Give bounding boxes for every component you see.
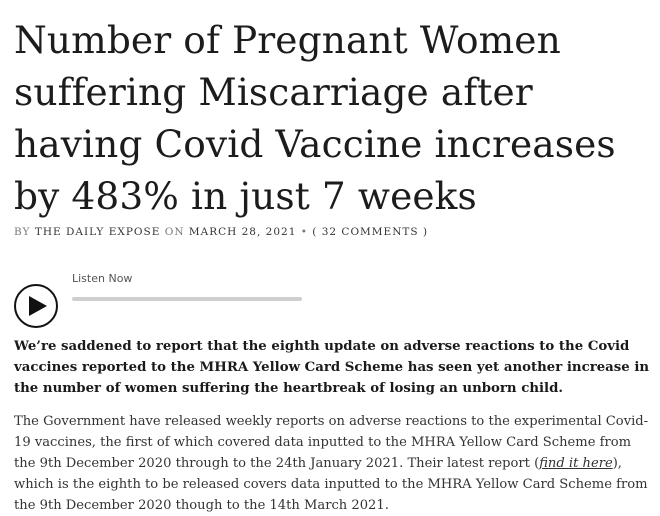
byline-by: BY [14,226,31,238]
body-text-part1: The Government have released weekly repo… [14,414,649,471]
article-title: Number of Pregnant Women suffering Misca… [14,18,616,218]
author-link[interactable]: THE DAILY EXPOSE [34,226,161,238]
lead-paragraph: We’re saddened to report that the eighth… [14,339,650,396]
listen-now-label: Listen Now [72,272,133,285]
comments-link[interactable]: ( 32 COMMENTS ) [312,226,429,238]
audio-progress-bar[interactable] [72,297,302,301]
article: Number of Pregnant Women suffering Misca… [14,14,650,516]
body-text-part2: ), which is the eighth to be released co… [14,456,648,513]
byline-on: ON [164,226,185,238]
body-paragraph: The Government have released weekly repo… [14,411,650,516]
byline: BY THE DAILY EXPOSE ON MARCH 28, 2021 • … [14,226,650,238]
publish-date: MARCH 28, 2021 [188,226,297,238]
byline-separator: • [300,226,308,238]
find-it-here-link[interactable]: find it here [539,456,613,471]
play-button[interactable] [14,284,58,328]
audio-player: Listen Now [14,272,650,334]
play-icon [29,296,47,316]
